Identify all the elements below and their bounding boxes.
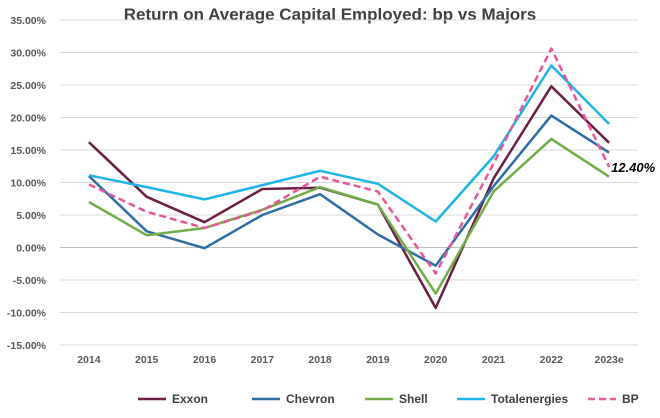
legend-label: Shell — [399, 392, 428, 406]
y-tick-label: 30.00% — [10, 48, 46, 60]
y-tick-label: 5.00% — [16, 210, 46, 222]
series-lines — [88, 47, 611, 310]
x-tick-label: 2023e — [594, 354, 623, 366]
legend-item-chevron: Chevron — [252, 392, 335, 406]
annotations: 12.40% — [611, 160, 656, 175]
x-tick-label: 2016 — [193, 354, 217, 366]
x-tick-label: 2018 — [308, 354, 332, 366]
x-tick-label: 2021 — [482, 354, 506, 366]
y-tick-label: 10.00% — [10, 178, 46, 190]
x-tick-label: 2017 — [251, 354, 275, 366]
series-line-shell — [88, 137, 610, 295]
legend-item-shell: Shell — [365, 392, 428, 406]
legend-label: Exxon — [172, 392, 208, 406]
y-tick-label: 25.00% — [10, 80, 46, 92]
legend-item-bp: BP — [588, 392, 639, 406]
x-tick-label: 2022 — [540, 354, 564, 366]
series-line-chevron — [88, 114, 610, 267]
chart-title: Return on Average Capital Employed: bp v… — [124, 5, 537, 24]
y-axis: -15.00% -10.00% -5.00% 0.00% 5.00% 10.00% 15.0… — [7, 15, 47, 352]
legend: Exxon Chevron Shell Totalenergies BP — [138, 392, 639, 406]
series-line-bp — [88, 47, 611, 275]
y-tick-label: 15.00% — [10, 145, 46, 157]
legend-item-exxon: Exxon — [138, 392, 208, 406]
y-tick-label: -15.00% — [7, 340, 47, 352]
y-tick-label: -5.00% — [13, 275, 47, 287]
y-tick-label: 35.00% — [10, 15, 46, 27]
series-line-totalenergies — [88, 64, 610, 223]
x-tick-label: 2014 — [77, 354, 101, 366]
x-tick-label: 2015 — [135, 354, 159, 366]
data-label: 12.40% — [611, 160, 656, 175]
legend-label: Totalenergies — [491, 392, 568, 406]
y-tick-label: 20.00% — [10, 113, 46, 125]
legend-label: Chevron — [286, 392, 335, 406]
legend-item-totalenergies: Totalenergies — [457, 392, 568, 406]
x-tick-label: 2019 — [366, 354, 390, 366]
gridlines — [60, 19, 638, 346]
y-tick-label: -10.00% — [7, 308, 47, 320]
legend-label: BP — [622, 392, 639, 406]
x-tick-label: 2020 — [424, 354, 448, 366]
y-tick-label: 0.00% — [16, 243, 46, 255]
x-axis: 2014 2015 2016 2017 2018 2019 2020 2021 2022 2023… — [77, 354, 624, 366]
